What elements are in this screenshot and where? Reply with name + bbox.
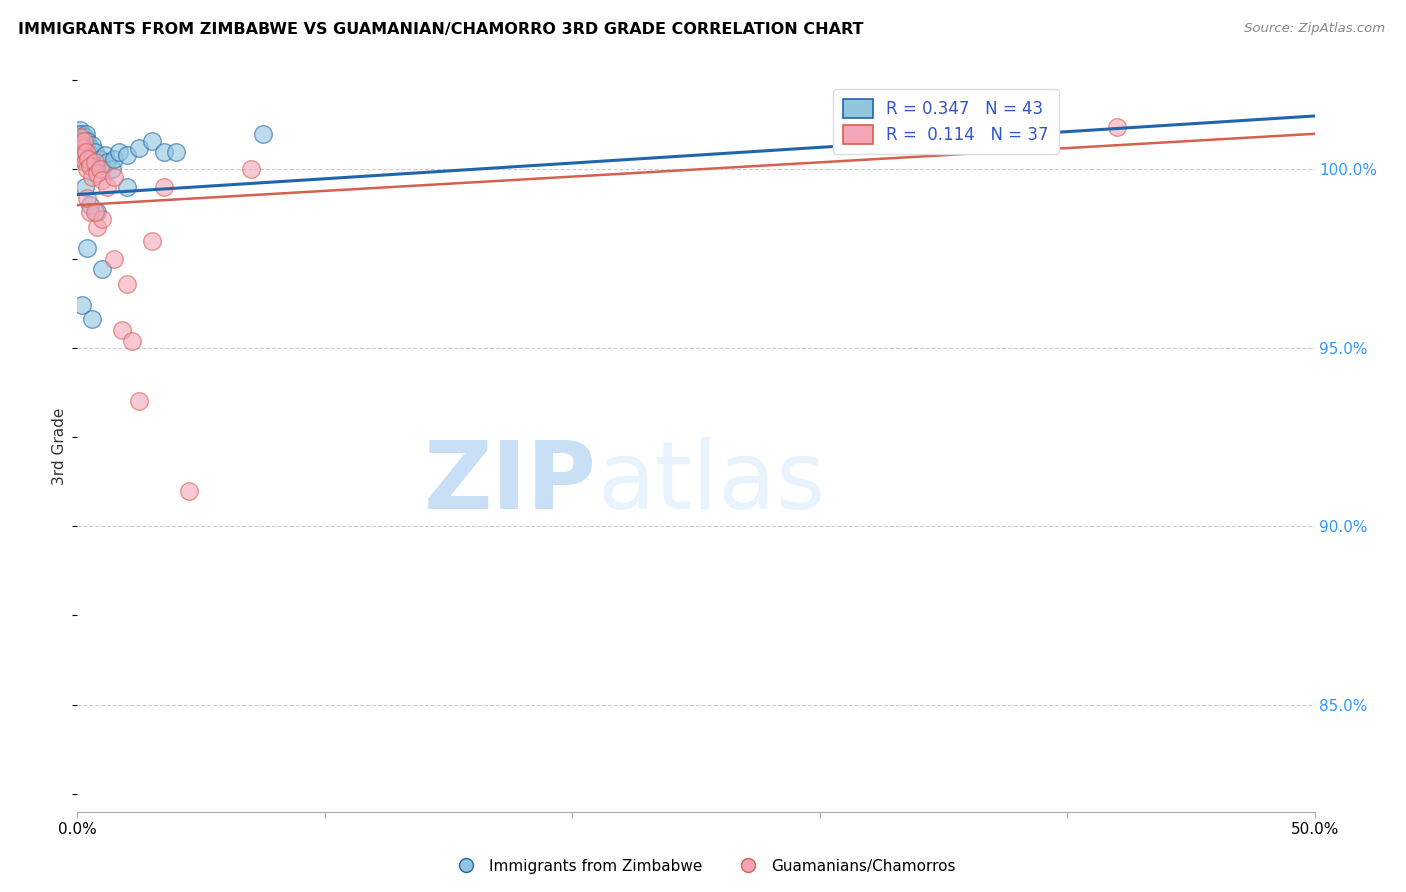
Point [76,134,98,148]
Point [76,241,98,255]
Point [1105,120,1128,134]
Point [239,162,262,177]
Point [91,162,114,177]
Point [89,162,111,177]
Point [70,145,93,159]
Text: ZIP: ZIP [425,436,598,529]
Point [177,483,200,498]
Point [153,145,176,159]
Point [75,130,97,145]
Point [67,141,90,155]
Point [108,145,131,159]
Point [77,152,100,166]
Point [72,130,94,145]
Point [141,134,163,148]
Point [103,152,125,166]
Point [121,334,143,348]
Point [72,298,94,312]
Point [165,145,187,159]
Point [67,130,90,145]
Point [73,155,96,169]
Point [93,148,115,162]
Point [128,394,150,409]
Point [76,145,98,159]
Legend: R = 0.347   N = 43, R =  0.114   N = 37: R = 0.347 N = 43, R = 0.114 N = 37 [832,88,1059,153]
Point [252,127,274,141]
Point [96,155,118,169]
Point [82,312,104,326]
Point [83,155,105,169]
Point [73,134,96,148]
Point [70,137,93,152]
Point [83,145,105,159]
Point [75,127,97,141]
Text: atlas: atlas [598,436,825,529]
Point [82,169,104,184]
Point [72,134,94,148]
Point [128,141,150,155]
Point [89,152,111,166]
Point [76,162,98,177]
Point [79,141,101,155]
Y-axis label: 3rd Grade: 3rd Grade [52,408,67,484]
Point [69,130,91,145]
Point [153,180,176,194]
Point [83,205,105,219]
Point [91,212,114,227]
Point [72,145,94,159]
Point [103,169,125,184]
Point [69,148,91,162]
Text: IMMIGRANTS FROM ZIMBABWE VS GUAMANIAN/CHAMORRO 3RD GRADE CORRELATION CHART: IMMIGRANTS FROM ZIMBABWE VS GUAMANIAN/CH… [18,22,863,37]
Point [91,262,114,277]
Point [73,141,96,155]
Point [96,180,118,194]
Point [76,191,98,205]
Point [141,234,163,248]
Point [82,155,104,169]
Point [72,141,94,155]
Point [72,152,94,166]
Point [82,137,104,152]
Text: Source: ZipAtlas.com: Source: ZipAtlas.com [1244,22,1385,36]
Point [80,148,103,162]
Legend: Immigrants from Zimbabwe, Guamanians/Chamorros: Immigrants from Zimbabwe, Guamanians/Cha… [444,853,962,880]
Point [67,127,90,141]
Point [79,205,101,219]
Point [86,205,108,219]
Point [79,159,101,173]
Point [101,162,124,177]
Point [91,173,114,187]
Point [86,166,108,180]
Point [67,134,90,148]
Point [70,134,93,148]
Point [70,127,93,141]
Point [77,152,100,166]
Point [69,137,91,152]
Point [115,180,138,194]
Point [111,323,134,337]
Point [79,198,101,212]
Point [115,277,138,291]
Point [73,180,96,194]
Point [86,219,108,234]
Point [103,252,125,266]
Point [72,148,94,162]
Point [86,159,108,173]
Point [69,123,91,137]
Point [75,145,97,159]
Point [73,137,96,152]
Point [115,148,138,162]
